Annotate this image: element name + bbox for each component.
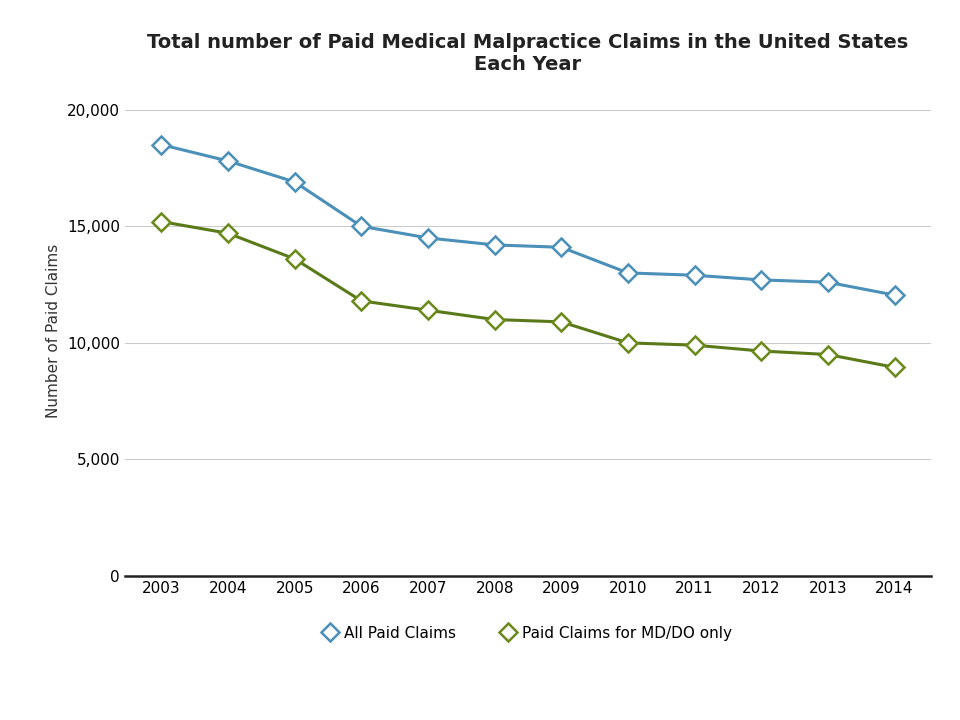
- Title: Total number of Paid Medical Malpractice Claims in the United States
Each Year: Total number of Paid Medical Malpractice…: [148, 32, 908, 73]
- Paid Claims for MD/DO only: [489, 315, 500, 324]
- All Paid Claims: [622, 269, 634, 277]
- All Paid Claims: [422, 233, 434, 242]
- Paid Claims for MD/DO only: [822, 350, 833, 359]
- All Paid Claims: [489, 240, 500, 249]
- Y-axis label: Number of Paid Claims: Number of Paid Claims: [46, 244, 61, 418]
- Line: All Paid Claims: All Paid Claims: [156, 138, 900, 301]
- All Paid Claims: [156, 140, 167, 149]
- All Paid Claims: [889, 291, 900, 300]
- Paid Claims for MD/DO only: [622, 338, 634, 347]
- Paid Claims for MD/DO only: [156, 217, 167, 226]
- Paid Claims for MD/DO only: [889, 363, 900, 372]
- Line: Paid Claims for MD/DO only: Paid Claims for MD/DO only: [156, 215, 900, 374]
- Paid Claims for MD/DO only: [556, 318, 567, 326]
- Paid Claims for MD/DO only: [756, 347, 767, 356]
- Paid Claims for MD/DO only: [223, 229, 234, 238]
- All Paid Claims: [756, 276, 767, 284]
- Paid Claims for MD/DO only: [355, 297, 367, 305]
- All Paid Claims: [355, 222, 367, 230]
- Paid Claims for MD/DO only: [422, 306, 434, 315]
- Legend: All Paid Claims, Paid Claims for MD/DO only: All Paid Claims, Paid Claims for MD/DO o…: [318, 619, 738, 647]
- All Paid Claims: [689, 271, 701, 279]
- All Paid Claims: [556, 243, 567, 251]
- All Paid Claims: [822, 278, 833, 287]
- All Paid Claims: [223, 157, 234, 166]
- Paid Claims for MD/DO only: [689, 341, 701, 349]
- Paid Claims for MD/DO only: [289, 255, 300, 264]
- All Paid Claims: [289, 178, 300, 186]
